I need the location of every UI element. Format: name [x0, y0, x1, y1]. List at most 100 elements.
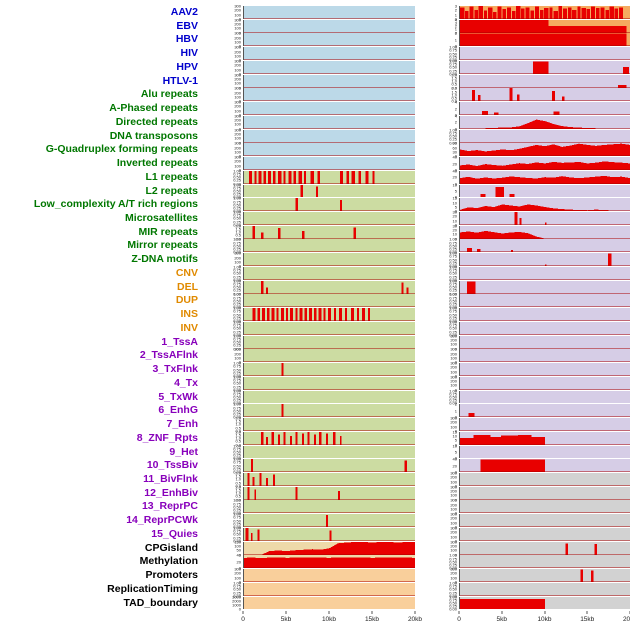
signal-plot-svg: [460, 526, 630, 528]
y-tick-label: 200: [450, 378, 457, 384]
y-tick-label: 5: [454, 437, 457, 443]
signal-plot-svg: [244, 279, 415, 280]
signal-plot-svg: [244, 101, 415, 102]
track-row: Low_complexity A/T rich regions 1.00 0.75 0…: [0, 196, 630, 213]
y-axis-ticks: 90 60 30 0: [415, 141, 459, 158]
track-row: AAV2 300 200 100 0 3 2 1 0: [0, 4, 630, 21]
signal-plot-svg: [244, 59, 415, 61]
y-axis-ticks: 300 200 100 0: [415, 512, 459, 529]
track-plot-right: [459, 102, 630, 116]
y-tick-label: 100: [234, 11, 241, 17]
x-tick-mark: [586, 611, 588, 614]
track-row: 14_ReprPCWk 1.00 0.75 0.50 0.25 0.00 300 200 100…: [0, 512, 630, 529]
y-tick-label: 0.75: [449, 295, 457, 301]
y-axis-ticks: 1.00 0.75 0.50 0.25 0.00: [205, 361, 243, 379]
y-tick-label: 0.25: [233, 274, 241, 280]
y-tick-label: 1.00: [233, 264, 241, 270]
track-row: 7_Enh 2.0 1.5 1.0 0.5 0.0 300 200 100 0: [0, 416, 630, 433]
y-tick-label: 1: [454, 408, 457, 414]
y-tick-label: 1.00: [233, 181, 241, 187]
y-tick-label: 0.00: [233, 222, 241, 228]
y-tick-label: 0.0: [235, 483, 241, 489]
y-tick-label: 2.0: [235, 484, 241, 490]
y-tick-label: 300: [234, 566, 241, 572]
signal-plot-svg: [244, 87, 415, 88]
track-label: HPV: [176, 60, 198, 73]
y-tick-label: 0.5: [235, 438, 241, 444]
y-tick-label: 0.50: [449, 312, 457, 318]
y-tick-label: 0.50: [233, 518, 241, 524]
y-tick-label: 200: [234, 35, 241, 41]
signal-plot-svg: [244, 362, 415, 363]
signal-plot-svg: [244, 169, 415, 170]
track-label: DUP: [175, 294, 198, 307]
y-tick-label: 2.0: [235, 429, 241, 435]
y-tick-label: 300: [450, 539, 457, 545]
y-axis-ticks: 1.00 0.75 0.50 0.25 0.00: [205, 279, 243, 296]
signal-plot-svg: [244, 280, 415, 294]
y-axis-ticks: 1.00 0.75 0.50 0.25 0.00: [205, 306, 243, 323]
y-axis-ticks: 30 20 10 0: [415, 210, 459, 227]
y-tick-label: 300: [234, 154, 241, 160]
y-tick-label: 200: [450, 351, 457, 357]
y-tick-label: 0.75: [233, 281, 241, 287]
y-tick-label: 300: [234, 99, 241, 105]
track-plot-left: [243, 143, 415, 157]
y-tick-label: 1.0: [235, 435, 241, 441]
x-tick-label: 10kb: [537, 616, 552, 623]
y-axis-ticks: 1.00 0.75 0.50 0.25 0.00: [205, 196, 243, 213]
y-tick-label: 50: [236, 547, 241, 553]
track-label: 10_TssBiv: [146, 459, 198, 472]
y-tick-label: 0.00: [449, 593, 457, 599]
y-tick-label: 0.75: [233, 185, 241, 191]
y-axis-ticks: 1.00 0.75 0.50 0.25 0.00: [205, 526, 243, 543]
y-tick-label: 100: [450, 355, 457, 361]
track-row: TAD_boundary 3000 2000 1000 0 1.00 0.75 0.50 0.2…: [0, 594, 630, 611]
y-tick-label: 0.75: [449, 281, 457, 287]
track-plot-right: [459, 541, 630, 555]
y-axis-ticks: 2.0 1.5 1.0 0.5 0.0: [205, 224, 243, 241]
y-tick-label: 0: [454, 43, 457, 49]
y-tick-label: 0.00: [449, 277, 457, 283]
y-tick-label: 0.50: [233, 202, 241, 208]
y-axis-ticks: 300 200 100 0: [205, 45, 243, 62]
track-row: Alu repeats 300 200 100 0 2.0 1.5 1.0 0.5 0.0: [0, 86, 630, 103]
y-axis-ticks: 2.0 1.5 1.0 0.5 0.0: [205, 416, 243, 433]
y-tick-label: 0: [238, 112, 241, 118]
y-tick-label: 0.00: [233, 373, 241, 379]
y-tick-label: 100: [450, 478, 457, 484]
track-row: 8_ZNF_Rpts 2.0 1.5 1.0 0.5 0.0 15 10 5 0: [0, 429, 630, 447]
signal-plot-svg: [244, 581, 415, 583]
track-plot-right: [459, 596, 630, 610]
signal-plot-svg: [244, 595, 415, 596]
track-plot-right: [459, 472, 630, 486]
y-axis-ticks: 2.0 1.5 1.0 0.5 0.0: [205, 429, 243, 447]
y-tick-label: 200: [234, 254, 241, 260]
track-plot-left: [243, 19, 415, 33]
track-plot-left: [243, 129, 415, 143]
y-tick-label: 0.00: [233, 593, 241, 599]
y-tick-label: 0.00: [233, 469, 241, 475]
track-plot-left: [243, 280, 415, 294]
y-tick-label: 0.75: [233, 322, 241, 328]
y-tick-label: 0.50: [233, 270, 241, 276]
y-tick-label: 0.25: [233, 342, 241, 348]
signal-plot-svg: [460, 253, 630, 267]
y-tick-label: 0.25: [449, 315, 457, 321]
signal-plot-svg: [460, 212, 630, 225]
y-tick-label: 0.25: [233, 205, 241, 211]
y-tick-label: 0.25: [449, 274, 457, 280]
y-tick-label: 100: [450, 520, 457, 526]
y-tick-label: 0.25: [233, 246, 241, 252]
y-tick-label: 0.25: [233, 452, 241, 458]
y-tick-label: 0.5: [451, 95, 457, 101]
x-tick-label: 0: [457, 616, 461, 623]
y-tick-label: 200: [450, 474, 457, 480]
track-row: 15_Quies 1.00 0.75 0.50 0.25 0.00 300 200 100 0: [0, 526, 630, 543]
track-plot-left: [243, 486, 415, 500]
y-axis-ticks: 1.00 0.75 0.50 0.25 0.00: [205, 375, 243, 392]
y-tick-label: 15: [452, 429, 457, 435]
y-tick-label: 2: [454, 119, 457, 125]
y-tick-label: 0.25: [449, 397, 457, 403]
